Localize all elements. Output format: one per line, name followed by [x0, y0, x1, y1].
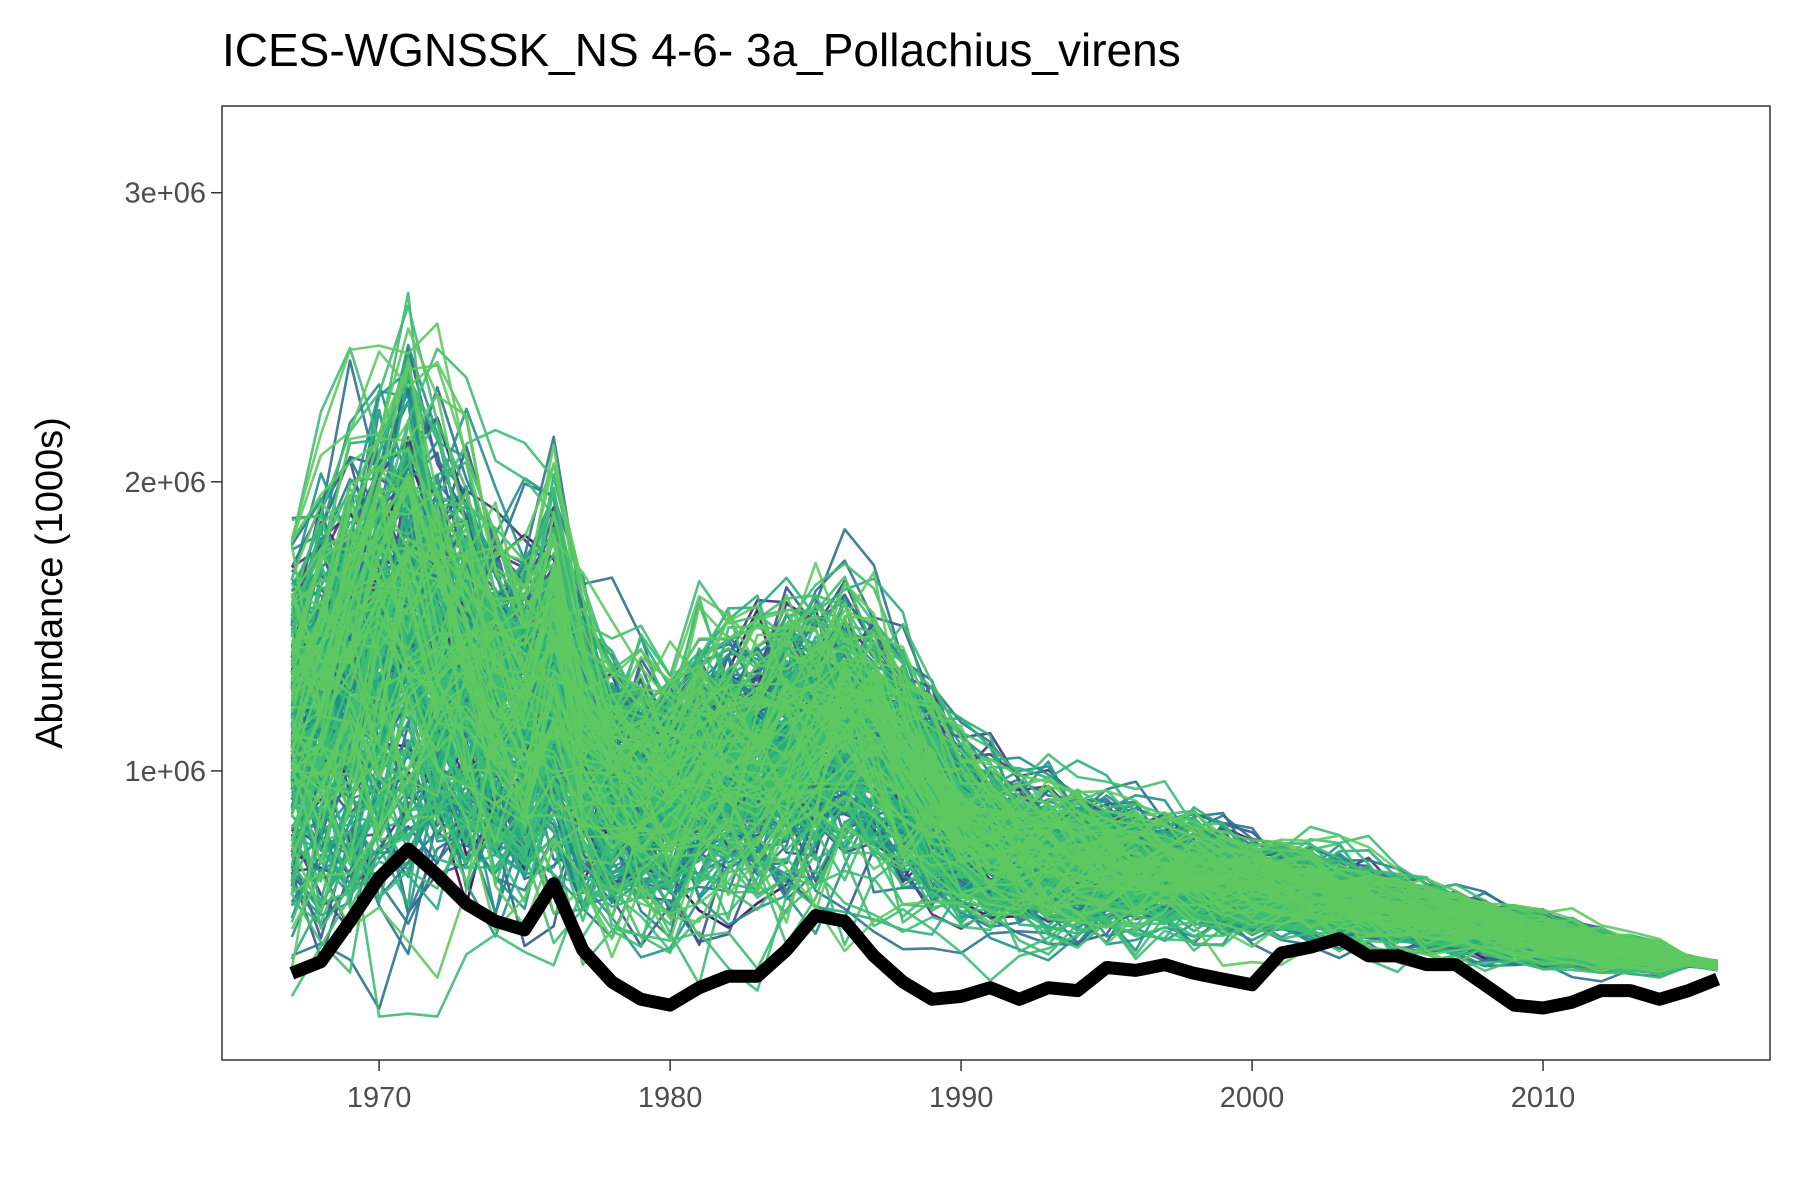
ensemble-line	[290, 630, 1718, 973]
ensemble-line	[291, 560, 1718, 969]
chart-title: ICES-WGNSSK_NS 4-6- 3a_Pollachius_virens	[222, 24, 1181, 76]
ensemble-line	[291, 489, 1718, 966]
y-axis-label: Abundance (1000s)	[29, 417, 71, 749]
ensemble-line	[290, 420, 1718, 964]
y-tick-label: 3e+06	[125, 178, 206, 210]
x-tick-label: 2010	[1511, 1082, 1576, 1114]
ensemble-line	[290, 364, 1718, 963]
x-tick-label: 1970	[347, 1082, 412, 1114]
ensemble-line	[290, 538, 1718, 968]
y-axis: 1e+06 2e+06 3e+06	[125, 178, 222, 788]
observed-series-group	[289, 842, 1720, 1015]
x-tick-label: 1980	[638, 1082, 703, 1114]
ensemble-line	[290, 515, 1718, 966]
observed-series-line	[289, 842, 1720, 1015]
ensemble-line	[290, 580, 1718, 969]
y-tick-label: 1e+06	[125, 756, 206, 788]
ensemble-line	[290, 677, 1718, 970]
ensemble-series-group	[290, 291, 1718, 1018]
y-tick-label: 2e+06	[125, 467, 206, 499]
x-tick-label: 2000	[1220, 1082, 1285, 1114]
ensemble-line	[290, 546, 1718, 964]
ensemble-line	[290, 830, 1718, 1018]
x-tick-label: 1990	[929, 1082, 994, 1114]
x-axis: 1970 1980 1990 2000 2010	[347, 1060, 1575, 1114]
